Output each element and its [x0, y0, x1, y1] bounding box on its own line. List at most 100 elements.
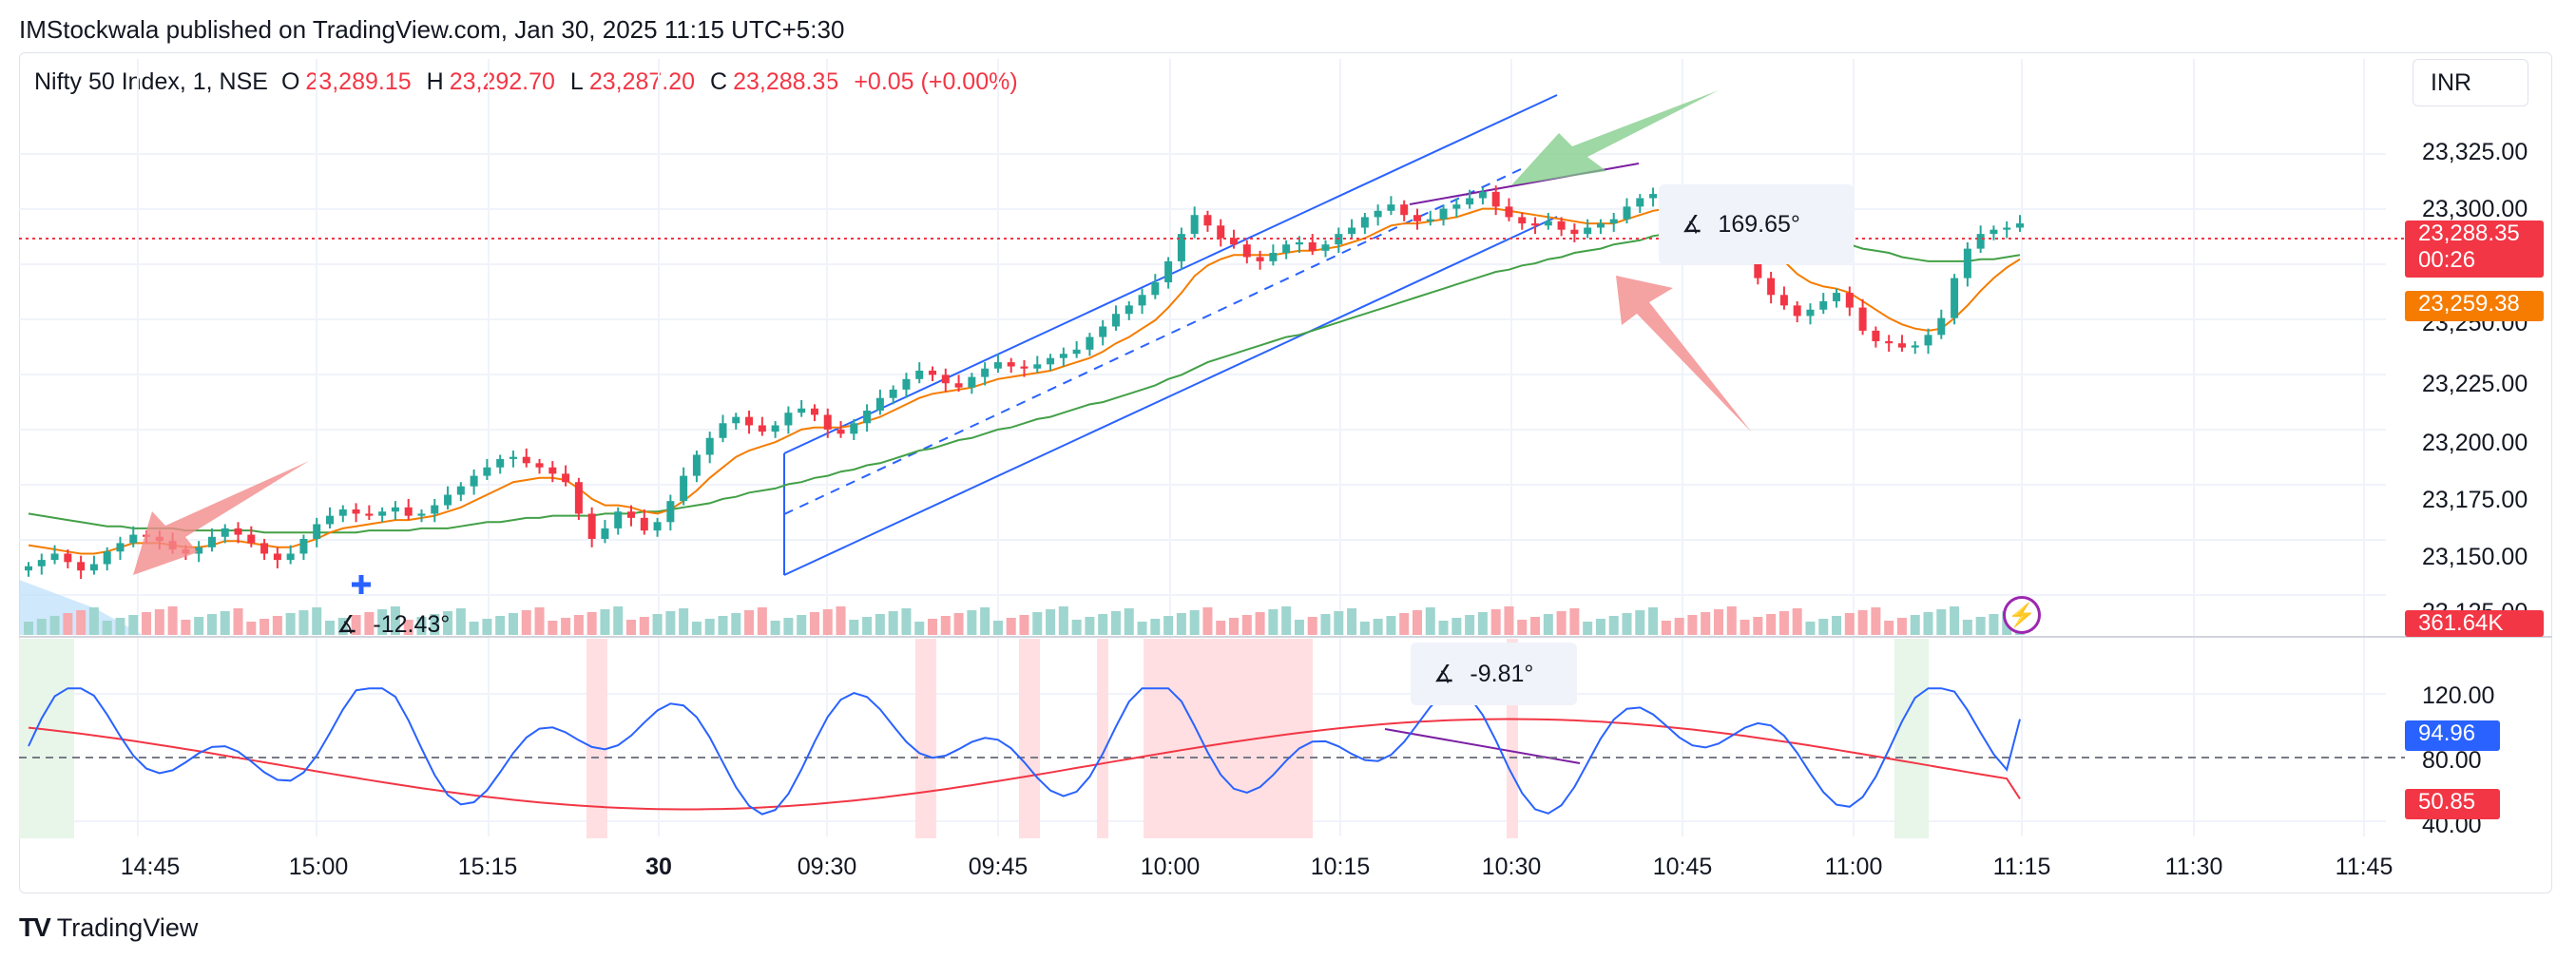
candle-body [1925, 335, 1932, 345]
candle-body [955, 383, 963, 387]
volume-tag[interactable]: 361.64K [2405, 610, 2544, 637]
volume-bar [692, 622, 702, 635]
volume-bar [1478, 612, 1488, 635]
volume-bar [1530, 617, 1540, 635]
osc-blue-tag[interactable]: 94.96 [2405, 720, 2500, 751]
volume-bar [1229, 618, 1239, 635]
candle-body [287, 553, 295, 560]
plus-marker-icon[interactable] [352, 575, 371, 594]
volume-bar [914, 622, 924, 635]
volume-bar [128, 615, 138, 635]
candle-body [1545, 221, 1552, 225]
arrow-left-icon[interactable] [133, 461, 309, 575]
ma-price-tag[interactable]: 23,259.38 [2405, 291, 2544, 321]
volume-bar [495, 616, 505, 635]
time-tick: 10:30 [1482, 854, 1542, 881]
candle-body [1021, 367, 1028, 369]
volume-bar [1924, 612, 1933, 635]
candle-body [431, 506, 438, 514]
angle-measure-1[interactable]: ∡ -12.43° [314, 606, 466, 643]
candle-body [1073, 350, 1081, 354]
candle-body [51, 553, 59, 560]
volume-bar [862, 617, 872, 635]
candle-body [811, 409, 818, 415]
volume-bar [522, 610, 531, 635]
volume-bar [1675, 618, 1684, 635]
candle-body [759, 425, 766, 432]
volume-bar [1596, 619, 1605, 635]
candle-body [536, 463, 544, 467]
time-tick: 10:00 [1141, 854, 1201, 881]
candle-body [1624, 206, 1631, 219]
candle-body [1309, 242, 1317, 251]
volume-bar [1308, 617, 1317, 635]
candle-body [1597, 223, 1605, 227]
flash-icon[interactable]: ⚡ [2003, 596, 2041, 634]
candle-body [1964, 249, 1971, 278]
price-tick: 23,225.00 [2422, 371, 2528, 398]
volume-bar [1858, 610, 1868, 635]
candle-body [235, 528, 242, 535]
candle-body [38, 560, 46, 566]
time-tick: 30 [645, 854, 672, 881]
volume-bar [1714, 609, 1723, 635]
angle-measure-2[interactable]: ∡ 169.65° [1659, 184, 1854, 264]
candle-body [1125, 305, 1133, 314]
candle-body [1767, 278, 1775, 296]
candle-body [1505, 206, 1512, 217]
candle-body [116, 543, 124, 551]
angle-icon: ∡ [336, 610, 357, 639]
candle-body [1518, 217, 1526, 223]
time-tick: 10:15 [1311, 854, 1371, 881]
volume-bar [718, 616, 727, 635]
volume-bar [1936, 609, 1946, 635]
volume-bar [1281, 606, 1291, 635]
time-tick: 10:45 [1653, 854, 1713, 881]
candle-body [1806, 310, 1814, 317]
candle-body [890, 390, 897, 398]
volume-bar [50, 616, 60, 635]
candle-body [221, 528, 229, 537]
volume-bar [561, 618, 570, 635]
candle-body [654, 522, 662, 530]
arrow-down-right-icon[interactable] [1616, 276, 1752, 432]
time-tick: 11:30 [2165, 854, 2223, 881]
angle-measure-3[interactable]: ∡ -9.81° [1411, 643, 1577, 705]
candle-body [850, 423, 857, 433]
volume-bar [1832, 616, 1841, 635]
volume-bar [37, 619, 47, 635]
candle-body [457, 487, 465, 495]
volume-bar [744, 610, 754, 635]
candle-body [1859, 308, 1867, 331]
candle-body [1570, 230, 1578, 234]
osc-bands [19, 639, 1929, 838]
candle-body [1348, 227, 1355, 234]
volume-bar [1020, 615, 1029, 635]
volume-bar [76, 610, 86, 635]
candle-body [1610, 220, 1618, 223]
candle-body [129, 535, 137, 544]
volume-bar [574, 615, 584, 635]
candle-body [405, 508, 413, 516]
candle-body [1400, 204, 1408, 215]
candle-body [772, 425, 779, 432]
volume-bar [1701, 612, 1710, 635]
osc-red-tag[interactable]: 50.85 [2405, 789, 2500, 819]
candle-body [339, 509, 347, 516]
candle-body [784, 413, 792, 425]
volume-bar [1386, 616, 1395, 635]
candle-body [1203, 215, 1211, 225]
candle-body [496, 459, 504, 468]
volume-bar [1727, 606, 1737, 635]
volume-bar [246, 622, 256, 635]
last-price-tag[interactable]: 23,288.35 00:26 [2405, 221, 2544, 278]
volume-bar [941, 616, 951, 635]
volume-bar [1413, 610, 1422, 635]
volume-bar [1635, 610, 1644, 635]
volume-bar [168, 606, 178, 635]
candle-body [1387, 204, 1394, 211]
volume-bar [1963, 620, 1972, 635]
arrow-green-icon[interactable] [1511, 90, 1719, 185]
volume-bar [1426, 607, 1435, 635]
